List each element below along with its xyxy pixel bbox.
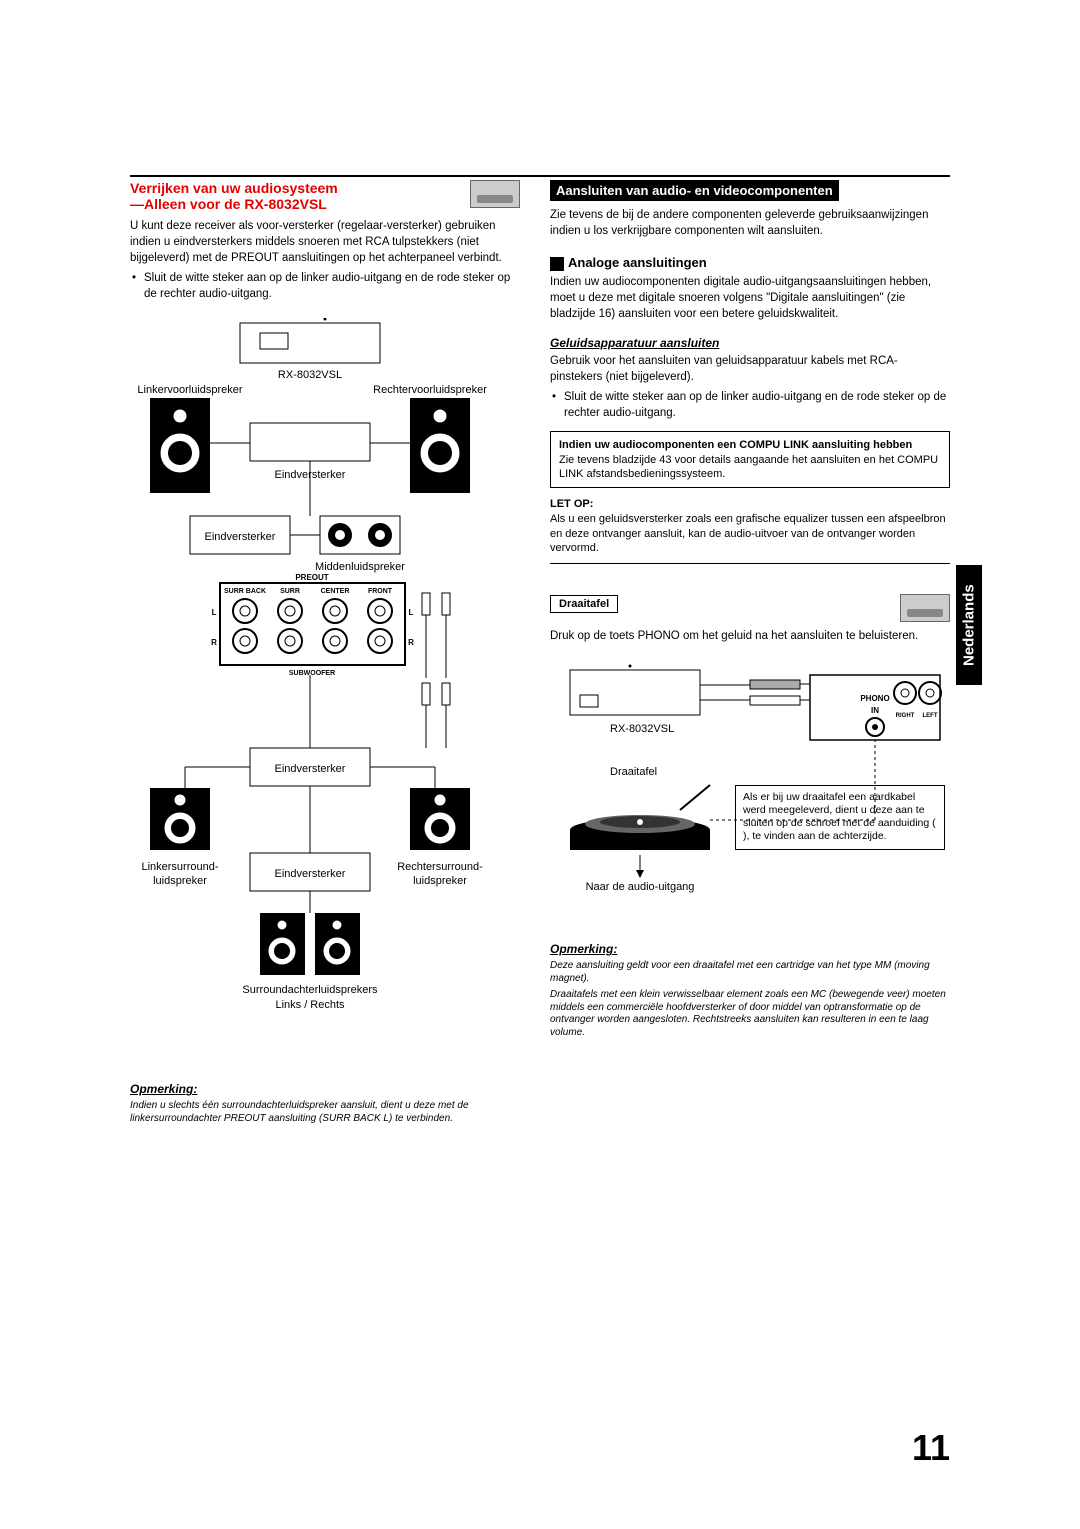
svg-text:Linkersurround-: Linkersurround-: [141, 861, 218, 873]
letop-text: Als u een geluidsversterker zoals een gr…: [550, 512, 950, 564]
lbl-amp3: Eindversterker: [275, 763, 346, 775]
svg-text:R: R: [408, 638, 414, 647]
remote-icon: [470, 180, 520, 208]
svg-text:luidspreker: luidspreker: [413, 875, 467, 887]
svg-text:FRONT: FRONT: [368, 588, 393, 595]
left-intro: U kunt deze receiver als voor-versterker…: [130, 218, 520, 266]
svg-text:Draaitafel: Draaitafel: [610, 766, 657, 778]
sub2-body: Gebruik voor het aansluiten van geluidsa…: [550, 353, 950, 385]
compu-link-box: Indien uw audiocomponenten een COMPU LIN…: [550, 431, 950, 488]
right-intro: Zie tevens de bij de andere componenten …: [550, 207, 950, 239]
lbl-fl: Linkervoorluidspreker: [137, 384, 242, 396]
right-heading-text: Aansluiten van audio- en videocomponente…: [550, 180, 839, 201]
svg-text:PREOUT: PREOUT: [295, 573, 328, 582]
left-heading-l2: —Alleen voor de RX-8032VSL: [130, 196, 520, 212]
left-bullet: Sluit de witte steker aan op de linker a…: [130, 270, 520, 302]
svg-text:Naar de audio-uitgang: Naar de audio-uitgang: [586, 881, 695, 893]
box-title: Indien uw audiocomponenten een COMPU LIN…: [559, 438, 941, 452]
right-note1: Deze aansluiting geldt voor een draaitaf…: [550, 960, 950, 985]
box-text: Zie tevens bladzijde 43 voor details aan…: [559, 453, 941, 482]
left-diagram: RX-8032VSL Linkervoorluidspreker Rechter…: [130, 318, 520, 1058]
svg-text:SUBWOOFER: SUBWOOFER: [289, 670, 335, 677]
lbl-model: RX-8032VSL: [278, 369, 342, 381]
sub2-heading: Geluidsapparatuur aansluiten: [550, 336, 950, 350]
left-note-heading: Opmerking:: [130, 1082, 520, 1096]
svg-text:R: R: [211, 638, 217, 647]
right-diagram: RX-8032VSL PHONO IN RIGHT LEFT: [550, 660, 950, 930]
svg-text:luidspreker: luidspreker: [153, 875, 207, 887]
svg-text:Rechtersurround-: Rechtersurround-: [397, 861, 483, 873]
sub1-body: Indien uw audiocomponenten digitale audi…: [550, 274, 950, 322]
page-number: 11: [912, 1427, 950, 1469]
svg-text:CENTER: CENTER: [321, 588, 350, 595]
turntable-label: Draaitafel: [550, 595, 618, 613]
svg-text:RX-8032VSL: RX-8032VSL: [610, 723, 674, 735]
language-tab: Nederlands: [956, 565, 982, 685]
svg-text:L: L: [212, 608, 217, 617]
sub1-text: Analoge aansluitingen: [568, 255, 707, 270]
svg-text:SURR: SURR: [280, 588, 300, 595]
svg-text:PHONO: PHONO: [860, 694, 889, 703]
right-heading-bar: Aansluiten van audio- en videocomponente…: [550, 180, 950, 201]
sub2-bullet: Sluit de witte steker aan op de linker a…: [550, 389, 950, 421]
square-icon: [550, 257, 564, 271]
left-heading: Verrijken van uw audiosysteem —Alleen vo…: [130, 180, 520, 212]
lbl-center: Middenluidspreker: [315, 561, 405, 573]
lbl-amp4: Eindversterker: [275, 868, 346, 880]
right-note2: Draaitafels met een klein verwisselbaar …: [550, 989, 950, 1039]
sub1-heading: Analoge aansluitingen: [550, 255, 950, 271]
top-rule: [130, 175, 950, 177]
remote-icon-2: [900, 594, 950, 622]
svg-text:L: L: [409, 608, 414, 617]
turntable-text: Druk op de toets PHONO om het geluid na …: [550, 628, 950, 644]
svg-text:SURR BACK: SURR BACK: [224, 588, 266, 595]
lbl-lr: Links / Rechts: [275, 999, 345, 1011]
left-note-text: Indien u slechts één surroundachterluids…: [130, 1100, 520, 1125]
right-note-heading: Opmerking:: [550, 942, 950, 956]
lbl-sb: Surroundachterluidsprekers: [242, 984, 378, 996]
svg-text:LEFT: LEFT: [923, 713, 938, 719]
left-heading-l1: Verrijken van uw audiosysteem: [130, 180, 520, 196]
svg-text:RIGHT: RIGHT: [896, 713, 915, 719]
letop-label: LET OP:: [550, 498, 950, 510]
lbl-amp2: Eindversterker: [205, 531, 276, 543]
svg-text:IN: IN: [871, 706, 879, 715]
lbl-fr: Rechtervoorluidspreker: [373, 384, 487, 396]
